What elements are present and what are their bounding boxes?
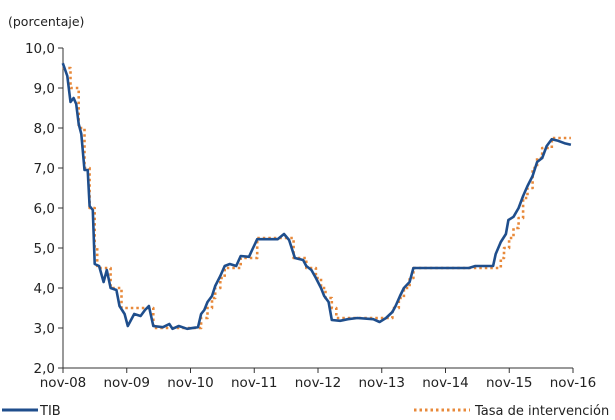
y-axis: 2,0 3,0 4,0 5,0 6,0 7,0 8,0 9,0 10,0 xyxy=(25,41,64,377)
y-tick-label: 10,0 xyxy=(25,41,55,57)
x-tick-label: nov-11 xyxy=(231,375,278,391)
x-tick-label: nov-15 xyxy=(486,375,533,391)
x-tick-label: nov-14 xyxy=(422,375,469,391)
y-tick-label: 6,0 xyxy=(34,201,55,217)
y-tick-label: 8,0 xyxy=(34,121,55,137)
y-tick-label: 3,0 xyxy=(34,321,55,337)
x-tick-label: nov-16 xyxy=(550,375,597,391)
y-tick-label: 4,0 xyxy=(34,281,55,297)
y-tick-label: 9,0 xyxy=(34,81,55,97)
series-line-tasa-de-intervencion xyxy=(62,66,571,330)
x-tick-label: nov-10 xyxy=(167,375,214,391)
y-tick-label: 2,0 xyxy=(34,361,55,377)
x-tick-label: nov-09 xyxy=(104,375,151,391)
y-tick-label: 5,0 xyxy=(34,241,55,257)
plot-area xyxy=(61,62,572,331)
legend-label-tasa: Tasa de intervención xyxy=(474,404,609,419)
unit-label: (porcentaje) xyxy=(8,14,84,29)
x-tick-label: nov-12 xyxy=(295,375,342,391)
legend-label-tib: TIB xyxy=(39,404,61,419)
x-axis: nov-08 nov-09 nov-10 nov-11 nov-12 nov-13 nov-… xyxy=(40,367,597,391)
x-tick-label: nov-13 xyxy=(359,375,406,391)
y-tick-label: 7,0 xyxy=(34,161,55,177)
legend: TIB Tasa de intervención xyxy=(2,404,609,419)
x-tick-label: nov-08 xyxy=(40,375,87,391)
series-line-tib xyxy=(61,62,572,331)
